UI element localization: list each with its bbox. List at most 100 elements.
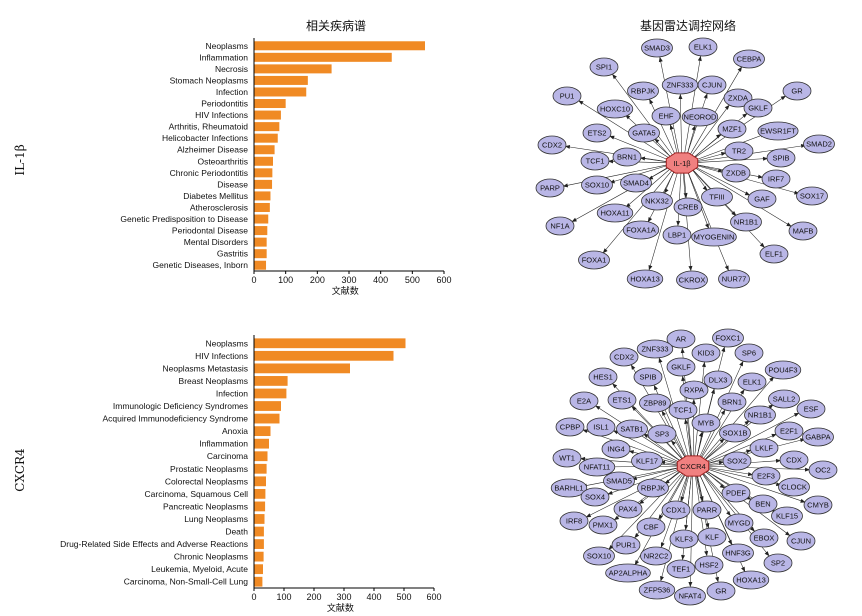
svg-text:BRN1: BRN1 — [722, 398, 742, 407]
bar — [254, 551, 264, 562]
edge-arrowhead — [719, 438, 725, 444]
svg-text:TR2: TR2 — [732, 147, 746, 156]
bar — [254, 145, 275, 155]
category-label: Infection — [216, 87, 248, 97]
edge-arrowhead — [697, 55, 702, 62]
bar — [254, 564, 263, 575]
edge-arrowhead — [698, 431, 703, 437]
category-label: Disease — [217, 179, 248, 189]
edge-arrowhead — [775, 458, 782, 463]
svg-text:CDX: CDX — [786, 456, 802, 465]
bar — [254, 237, 267, 247]
bar — [254, 249, 267, 259]
svg-text:HOXA13: HOXA13 — [736, 576, 766, 585]
gene-node: GR — [706, 581, 736, 601]
svg-text:CDX1: CDX1 — [666, 506, 686, 515]
category-label: Carcinoma, Non-Small-Cell Lung — [124, 577, 249, 587]
svg-text:RBPJK: RBPJK — [631, 87, 655, 96]
edge-arrowhead — [793, 412, 800, 417]
gene-node: TEF1 — [666, 559, 696, 579]
edge-arrowhead — [804, 467, 811, 472]
bar — [254, 202, 270, 212]
edge — [684, 55, 701, 155]
edge — [686, 125, 696, 155]
bar — [254, 363, 350, 374]
edge — [690, 104, 730, 157]
gene-node: CDX2 — [609, 347, 639, 367]
gene-node: LKLF — [749, 438, 779, 458]
svg-text:BRN1: BRN1 — [617, 153, 637, 162]
svg-text:SATB1: SATB1 — [620, 425, 643, 434]
svg-text:SOX10: SOX10 — [587, 552, 611, 561]
svg-text:ETS2: ETS2 — [588, 129, 607, 138]
gene-node: ELK1 — [688, 37, 718, 57]
category-label: Stomach Neoplasms — [170, 75, 248, 85]
svg-text:SP2: SP2 — [771, 559, 785, 568]
bar — [254, 413, 280, 424]
gene-node: SMAD5 — [603, 471, 635, 491]
gene-node: CMYB — [803, 495, 833, 515]
svg-text:ING4: ING4 — [607, 445, 625, 454]
edge-arrowhead — [612, 383, 618, 389]
svg-text:ESF: ESF — [804, 405, 819, 414]
svg-text:BEN: BEN — [755, 500, 770, 509]
bar — [254, 539, 264, 549]
gene-node: MYOGENIN — [691, 227, 737, 247]
edge-arrowhead — [762, 156, 769, 161]
edge — [611, 73, 674, 157]
svg-text:NEOROD: NEOROD — [684, 113, 718, 122]
svg-text:PAX4: PAX4 — [619, 505, 638, 514]
gene-node: RXPA — [679, 380, 709, 400]
edge-arrowhead — [649, 98, 654, 105]
edge-arrowhead — [727, 539, 733, 546]
gene-node: CJUN — [786, 531, 816, 551]
gene-node: HOXA11 — [596, 203, 634, 223]
svg-text:ZFP536: ZFP536 — [644, 586, 671, 595]
row-label: CXCR4 — [13, 448, 27, 492]
svg-text:SMAD4: SMAD4 — [623, 179, 649, 188]
gene-node: NFAT11 — [578, 457, 616, 477]
gene-node: PARR — [692, 500, 722, 520]
hub-node: CXCR4 — [676, 455, 710, 477]
svg-text:PARR: PARR — [697, 506, 718, 515]
svg-text:GKLF: GKLF — [748, 104, 768, 113]
edge-arrowhead — [691, 398, 696, 405]
edge — [694, 166, 751, 196]
edge-arrowhead — [664, 188, 669, 194]
edge-arrowhead — [721, 346, 726, 353]
svg-text:ETS1: ETS1 — [613, 396, 632, 405]
edge-arrowhead — [684, 524, 689, 531]
category-label: Neoplasms Metastasis — [162, 363, 248, 373]
edge — [693, 133, 722, 159]
gene-node: ZBP89 — [639, 393, 671, 413]
edge — [702, 376, 775, 460]
edge-arrowhead — [768, 404, 774, 409]
gene-node: FOXA1A — [622, 220, 660, 240]
gene-node: BRN1 — [612, 147, 642, 167]
category-label: Pancreatic Neoplasms — [163, 501, 248, 511]
gene-node: SOX1B — [719, 423, 751, 443]
gene-node: SOX17 — [796, 186, 828, 206]
edge — [648, 98, 676, 156]
gene-node: NR1B1 — [744, 405, 776, 425]
gene-node: DLX3 — [703, 370, 733, 390]
gene-node: FOXA1 — [578, 250, 610, 270]
gene-node: RBPJK — [627, 81, 659, 101]
edge-arrowhead — [654, 138, 660, 144]
svg-text:POU4F3: POU4F3 — [768, 366, 797, 375]
category-label: HIV Infections — [195, 110, 248, 120]
edge-arrowhead — [602, 248, 608, 254]
edge — [602, 169, 673, 254]
category-label: Periodontitis — [201, 99, 248, 109]
gene-node: E2F1 — [774, 421, 804, 441]
gene-node: ESF — [796, 399, 826, 419]
edge-arrowhead — [647, 217, 653, 223]
edge-arrowhead — [771, 433, 777, 438]
gene-node: POU4F3 — [764, 360, 802, 380]
gene-node: GR — [782, 81, 812, 101]
gene-node: SPIB — [633, 367, 663, 387]
bar — [254, 526, 264, 537]
svg-text:KLF17: KLF17 — [636, 457, 658, 466]
edge-arrowhead — [661, 410, 667, 417]
